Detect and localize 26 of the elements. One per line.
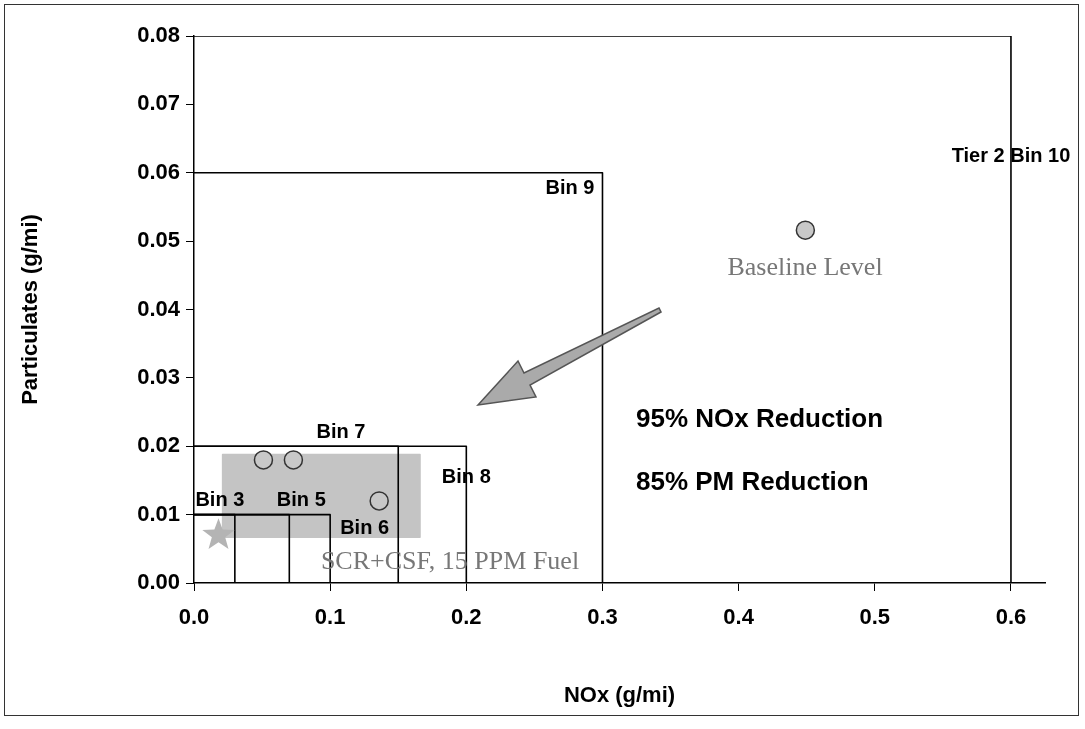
series-label: Bin 5 xyxy=(276,488,326,511)
y-tick-label: 0.06 xyxy=(137,158,180,184)
y-tick-label: 0.01 xyxy=(137,500,180,526)
x-tick-label: 0.2 xyxy=(451,604,482,630)
x-tick-label: 0.3 xyxy=(587,604,618,630)
y-tick-label: 0.03 xyxy=(137,363,180,389)
x-tick-label: 0.1 xyxy=(314,604,346,630)
annotation: 85% PM Reduction xyxy=(636,466,869,497)
annotation: 95% NOx Reduction xyxy=(636,403,884,434)
y-tick-label: 0.08 xyxy=(137,22,180,48)
x-tick-label: 0.0 xyxy=(178,604,210,630)
series-label: Bin 3 xyxy=(195,488,245,511)
series-label: Bin 6 xyxy=(340,516,390,539)
y-tick-label: 0.07 xyxy=(137,90,180,116)
series-label: Bin 7 xyxy=(316,419,366,442)
x-axis-title: NOx (g/mi) xyxy=(563,681,676,707)
y-axis-title: Particulates (g/mi) xyxy=(17,214,43,405)
y-tick-label: 0.00 xyxy=(137,569,180,595)
x-tick-label: 0.5 xyxy=(859,604,891,630)
annotation: Baseline Level xyxy=(727,251,883,281)
y-tick-label: 0.04 xyxy=(137,295,181,321)
series-label: Bin 9 xyxy=(545,176,595,199)
y-tick-label: 0.02 xyxy=(137,432,180,458)
x-tick-label: 0.4 xyxy=(723,604,755,630)
y-tick-label: 0.05 xyxy=(137,227,180,253)
x-tick-label: 0.6 xyxy=(995,604,1027,630)
